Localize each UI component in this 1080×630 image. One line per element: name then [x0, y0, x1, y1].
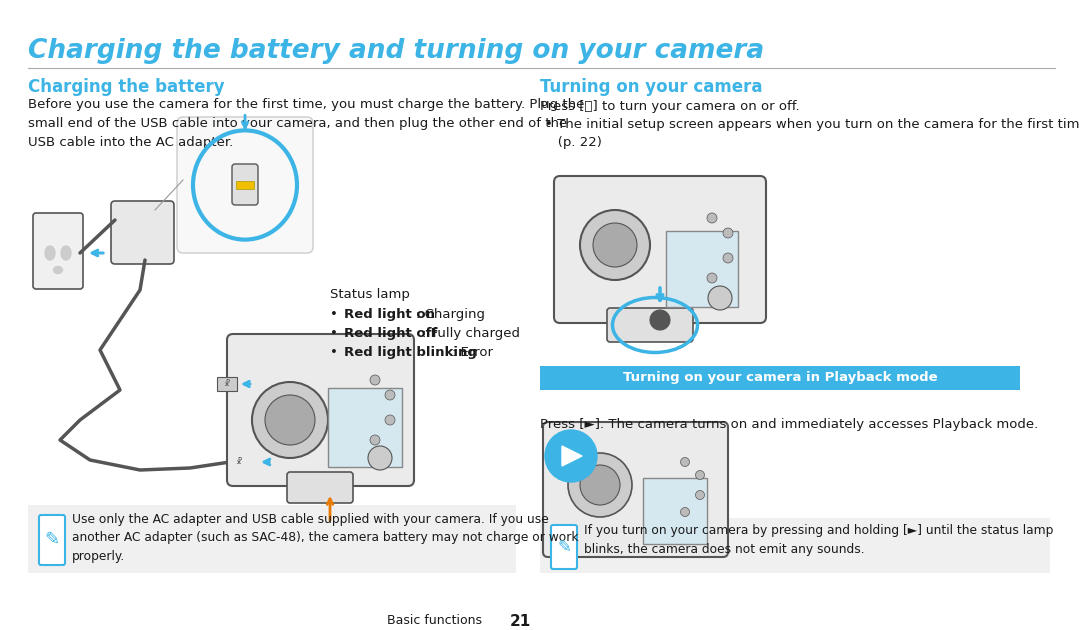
Circle shape [708, 286, 732, 310]
Text: Press [⏻] to turn your camera on or off.: Press [⏻] to turn your camera on or off. [540, 100, 799, 113]
Text: : Error: : Error [453, 346, 492, 359]
Circle shape [384, 415, 395, 425]
Circle shape [707, 213, 717, 223]
Circle shape [368, 446, 392, 470]
FancyBboxPatch shape [229, 455, 249, 469]
Circle shape [370, 375, 380, 385]
Circle shape [696, 491, 704, 500]
Circle shape [680, 508, 689, 517]
Text: : Charging: : Charging [416, 308, 485, 321]
Circle shape [384, 390, 395, 400]
Text: Turning on your camera in Playback mode: Turning on your camera in Playback mode [623, 372, 937, 384]
Ellipse shape [54, 266, 63, 273]
Polygon shape [562, 446, 582, 466]
Text: Charging the battery and turning on your camera: Charging the battery and turning on your… [28, 38, 765, 64]
Text: If you turn on your camera by pressing and holding [►] until the status lamp
bli: If you turn on your camera by pressing a… [584, 524, 1053, 556]
FancyBboxPatch shape [607, 308, 693, 342]
Text: Basic functions: Basic functions [387, 614, 490, 627]
Text: Charging the battery: Charging the battery [28, 78, 225, 96]
FancyBboxPatch shape [540, 366, 1020, 390]
Text: : Fully charged: : Fully charged [422, 327, 519, 340]
Text: •: • [330, 308, 338, 321]
Circle shape [650, 310, 670, 330]
Circle shape [580, 465, 620, 505]
Text: Press [►]. The camera turns on and immediately accesses Playback mode.: Press [►]. The camera turns on and immed… [540, 418, 1038, 431]
Text: ☧: ☧ [235, 457, 242, 466]
Text: Red light off: Red light off [345, 327, 437, 340]
Text: 21: 21 [510, 614, 531, 629]
FancyBboxPatch shape [543, 422, 728, 557]
Circle shape [545, 430, 597, 482]
Text: • The initial setup screen appears when you turn on the camera for the first tim: • The initial setup screen appears when … [545, 118, 1080, 131]
Circle shape [580, 210, 650, 280]
FancyBboxPatch shape [328, 388, 402, 467]
FancyBboxPatch shape [111, 201, 174, 264]
FancyBboxPatch shape [551, 525, 577, 569]
Text: Red light on: Red light on [345, 308, 435, 321]
FancyBboxPatch shape [227, 334, 414, 486]
Circle shape [680, 457, 689, 466]
Circle shape [696, 471, 704, 479]
Circle shape [723, 253, 733, 263]
Ellipse shape [60, 246, 71, 260]
Circle shape [707, 273, 717, 283]
FancyBboxPatch shape [39, 515, 65, 565]
Circle shape [593, 223, 637, 267]
Text: Use only the AC adapter and USB cable supplied with your camera. If you use
anot: Use only the AC adapter and USB cable su… [72, 513, 579, 563]
FancyBboxPatch shape [28, 505, 516, 573]
Circle shape [568, 453, 632, 517]
FancyBboxPatch shape [287, 472, 353, 503]
Text: Red light blinking: Red light blinking [345, 346, 477, 359]
FancyBboxPatch shape [177, 117, 313, 253]
Text: Turning on your camera: Turning on your camera [540, 78, 762, 96]
Circle shape [723, 228, 733, 238]
Text: •: • [330, 346, 338, 359]
Text: ☧: ☧ [224, 379, 230, 389]
FancyBboxPatch shape [232, 164, 258, 205]
Text: •: • [330, 327, 338, 340]
FancyBboxPatch shape [666, 231, 738, 307]
FancyBboxPatch shape [33, 213, 83, 289]
FancyBboxPatch shape [554, 176, 766, 323]
Ellipse shape [45, 246, 55, 260]
Circle shape [265, 395, 315, 445]
Text: Before you use the camera for the first time, you must charge the battery. Plug : Before you use the camera for the first … [28, 98, 584, 149]
Text: (p. 22): (p. 22) [545, 136, 602, 149]
FancyBboxPatch shape [217, 377, 237, 391]
Circle shape [252, 382, 328, 458]
Text: ✎: ✎ [44, 531, 59, 549]
FancyBboxPatch shape [540, 518, 1050, 573]
Circle shape [370, 435, 380, 445]
Text: Status lamp: Status lamp [330, 288, 410, 301]
FancyBboxPatch shape [237, 181, 254, 189]
FancyBboxPatch shape [643, 478, 707, 544]
Text: ✎: ✎ [557, 538, 571, 556]
